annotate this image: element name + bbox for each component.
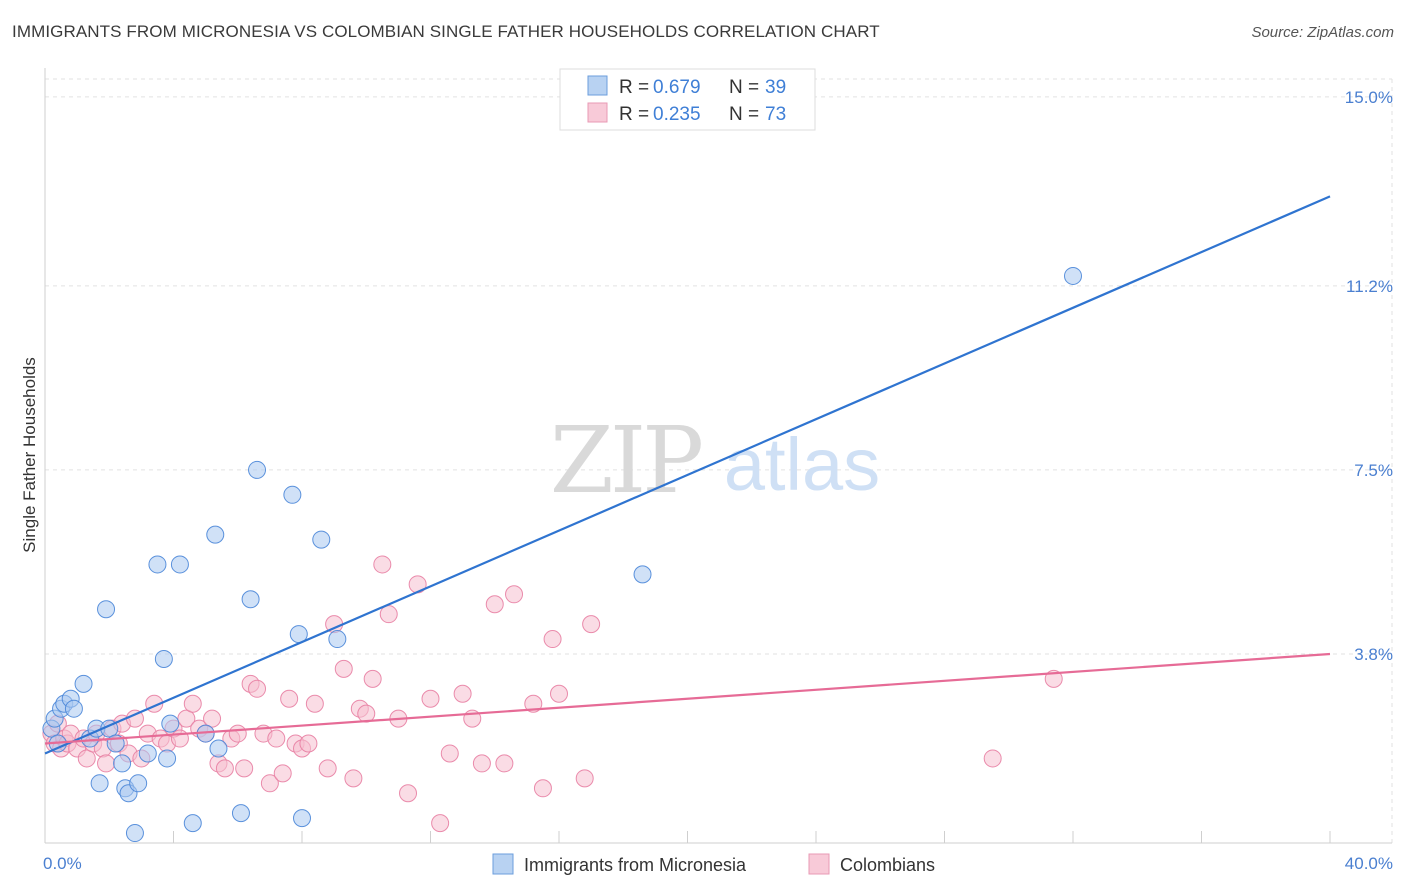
micronesia-point-14 [113, 754, 132, 773]
micronesia-point-31 [248, 460, 267, 479]
y-tick-label-2: 11.2% [1346, 277, 1393, 296]
colombians-point-30 [203, 709, 222, 728]
trend-lines [44, 195, 1331, 755]
colombians-point-59 [421, 689, 440, 708]
colombians-point-66 [495, 754, 514, 773]
colombians-point-37 [248, 679, 267, 698]
colombians-point-46 [305, 694, 324, 713]
colombians-point-25 [170, 729, 189, 748]
micronesia-point-30 [241, 590, 260, 609]
micronesia-point-37 [633, 565, 652, 584]
micronesia-point-32 [283, 485, 302, 504]
x-tick-label-0: 0.0% [43, 854, 82, 873]
legend-swatch-colombians [587, 102, 608, 123]
legend-label-micronesia: Immigrants from Micronesia [524, 855, 747, 875]
colombians-point-62 [453, 684, 472, 703]
micronesia-point-17 [125, 824, 144, 843]
colombians-point-13 [97, 754, 116, 773]
micronesia-point-21 [154, 649, 173, 668]
micronesia-point-35 [312, 530, 331, 549]
watermark-atlas: atlas [724, 423, 880, 506]
y-tick-label-1: 7.5% [1354, 461, 1393, 480]
colombians-point-67 [505, 585, 524, 604]
micronesia-point-23 [161, 714, 180, 733]
series-legend: Immigrants from Micronesia Colombians [492, 853, 935, 875]
colombians-point-71 [543, 630, 562, 649]
micronesia-point-11 [97, 600, 116, 619]
colombians-point-50 [344, 769, 363, 788]
colombians-point-55 [379, 605, 398, 624]
colombians-points [42, 555, 1063, 833]
colombians-point-64 [472, 754, 491, 773]
micronesia-point-7 [74, 674, 93, 693]
axes [44, 68, 1392, 844]
stats-legend: R = 0.679 N = 39 R = 0.235 N = 73 [559, 68, 816, 131]
colombians-trend-line [44, 652, 1331, 745]
micronesia-point-24 [170, 555, 189, 574]
colombians-point-53 [363, 669, 382, 688]
micronesia-point-36 [328, 630, 347, 649]
micronesia-point-20 [148, 555, 167, 574]
colombians-point-42 [280, 689, 299, 708]
bottom-swatch-colombians [808, 853, 830, 875]
legend-r-label-1: R = [619, 77, 649, 98]
chart-title: IMMIGRANTS FROM MICRONESIA VS COLOMBIAN … [12, 22, 880, 41]
watermark-zip: ZIP [550, 407, 701, 514]
micronesia-trend-line [44, 195, 1331, 755]
y-tick-label-3: 15.0% [1345, 88, 1393, 107]
colombians-point-57 [399, 784, 418, 803]
legend-n-value-1: 39 [765, 77, 786, 98]
bottom-swatch-micronesia [492, 853, 514, 875]
y-axis-title: Single Father Households [20, 357, 39, 553]
legend-label-colombians: Colombians [840, 855, 935, 875]
colombians-point-60 [431, 814, 450, 833]
colombians-point-73 [575, 769, 594, 788]
micronesia-point-10 [90, 774, 109, 793]
x-tick-label-1: 40.0% [1345, 854, 1393, 873]
micronesia-point-25 [183, 814, 202, 833]
colombians-point-69 [533, 779, 552, 798]
colombians-point-54 [373, 555, 392, 574]
colombians-point-40 [267, 729, 286, 748]
legend-r-value-2: 0.235 [653, 104, 701, 125]
watermark: ZIP atlas [550, 407, 880, 514]
colombians-point-65 [485, 595, 504, 614]
micronesia-point-28 [209, 739, 228, 758]
colombians-point-32 [215, 759, 234, 778]
micronesia-points [42, 266, 1082, 843]
micronesia-point-18 [129, 774, 148, 793]
tick-labels: 3.8% 7.5% 11.2% 15.0% 0.0% 40.0% [43, 88, 1393, 873]
micronesia-point-27 [206, 525, 225, 544]
colombians-point-34 [228, 724, 247, 743]
micronesia-point-6 [64, 699, 83, 718]
micronesia-point-38 [1064, 266, 1082, 285]
colombians-point-39 [260, 774, 279, 793]
legend-r-label-2: R = [619, 104, 649, 125]
source-label: Source: ZipAtlas.com [1251, 24, 1394, 41]
colombians-point-70 [550, 684, 568, 703]
legend-n-label-1: N = [729, 77, 759, 98]
colombians-point-72 [582, 615, 601, 634]
colombians-point-68 [524, 694, 543, 713]
micronesia-point-19 [138, 744, 157, 763]
legend-r-value-1: 0.679 [653, 77, 701, 98]
legend-n-label-2: N = [729, 104, 759, 125]
colombians-point-74 [983, 749, 1002, 768]
micronesia-point-34 [293, 809, 311, 828]
y-tick-label-0: 3.8% [1354, 645, 1393, 664]
colombians-point-26 [177, 709, 196, 728]
legend-swatch-micronesia [587, 75, 608, 96]
colombians-point-35 [235, 759, 254, 778]
colombians-point-45 [299, 734, 318, 753]
micronesia-point-22 [158, 749, 177, 768]
micronesia-point-29 [231, 804, 250, 823]
colombians-point-27 [183, 694, 202, 713]
colombians-point-61 [440, 744, 459, 763]
colombians-point-9 [77, 749, 96, 768]
colombians-point-47 [318, 759, 337, 778]
colombians-point-41 [273, 764, 292, 783]
legend-n-value-2: 73 [765, 104, 786, 125]
colombians-point-49 [334, 659, 353, 678]
